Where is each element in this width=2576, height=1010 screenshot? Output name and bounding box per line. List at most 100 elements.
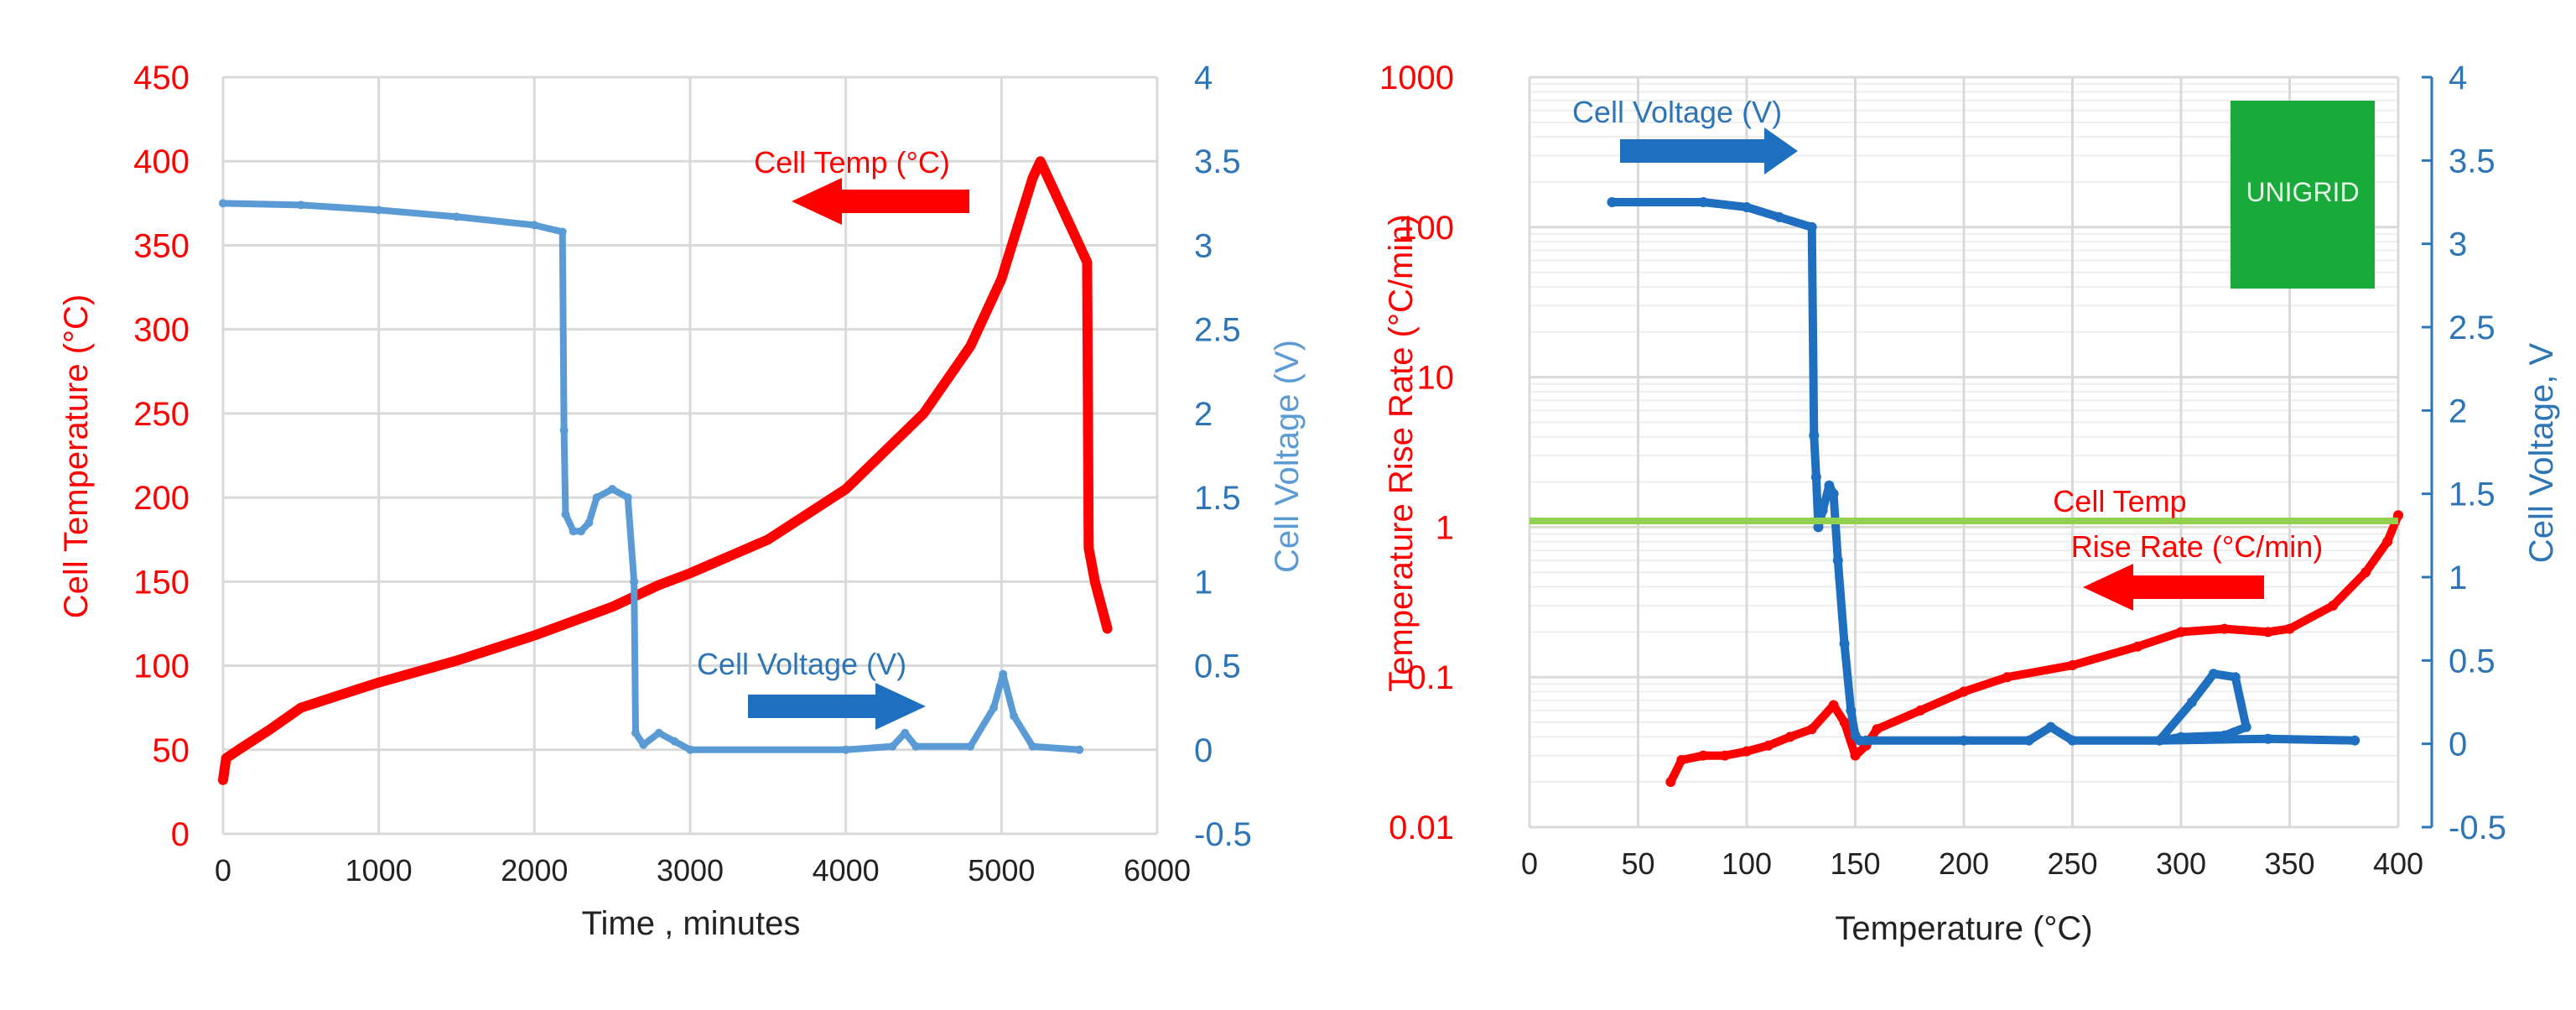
y2-tick-label: 2.5 — [1194, 312, 1241, 349]
data-point-voltage — [561, 510, 570, 519]
temp-annotation-line2: Rise Rate (°C/min) — [2071, 529, 2323, 564]
temp-annotation-line1: Cell Temp — [2053, 484, 2186, 518]
data-point-voltage — [2176, 731, 2186, 742]
data-point-voltage — [584, 518, 594, 528]
data-point-voltage — [592, 493, 601, 502]
data-point-temp — [1806, 724, 1817, 735]
x-tick-label: 6000 — [1124, 853, 1191, 888]
data-point-voltage — [1839, 638, 1850, 649]
y-tick-label: 400 — [133, 143, 190, 180]
data-point-voltage — [686, 745, 694, 754]
data-point-voltage — [1809, 430, 1820, 441]
data-point-voltage — [1810, 471, 1821, 482]
voltage-annotation: Cell Voltage (V) — [697, 647, 906, 681]
y-tick-label: 1 — [1436, 509, 1454, 546]
x-tick-label: 250 — [2047, 846, 2097, 881]
x-tick-label: 3000 — [657, 853, 724, 888]
y2-tick-label: 2 — [2449, 393, 2467, 430]
data-point-voltage — [888, 742, 897, 751]
y2-tick-label: 0.5 — [1194, 648, 1241, 685]
data-point-temp — [1784, 731, 1795, 742]
data-point-temp — [1828, 700, 1839, 711]
data-point-temp — [219, 775, 227, 784]
data-point-voltage — [2186, 697, 2197, 707]
data-point-voltage — [1959, 735, 1969, 746]
data-point-voltage — [1607, 197, 1618, 207]
data-point-temp — [2262, 627, 2273, 638]
data-point-temp — [1665, 777, 1676, 788]
data-point-temp — [1676, 755, 1687, 766]
y2-tick-label: -0.5 — [1194, 816, 1252, 853]
data-point-temp — [654, 580, 663, 590]
data-point-voltage — [1861, 735, 1872, 746]
data-point-temp — [1036, 157, 1045, 166]
data-point-temp — [1083, 258, 1092, 267]
temp-annotation: Cell Temp (°C) — [754, 145, 950, 180]
unigrid-logo — [2231, 101, 2375, 289]
y-axis-title: Cell Temperature (°C) — [58, 294, 95, 618]
data-point-voltage — [1028, 742, 1037, 751]
y2-tick-label: 2 — [1194, 396, 1213, 433]
x-axis-title: Temperature (°C) — [1835, 910, 2092, 947]
data-point-voltage — [2154, 735, 2165, 746]
data-point-voltage — [569, 527, 578, 536]
y-tick-label: 0 — [171, 816, 190, 853]
chart-time-series: 0 1000 2000 3000 4000 5000 6000050100150200250… — [58, 60, 1306, 942]
data-point-voltage — [901, 728, 910, 737]
x-axis-title: Time , minutes — [582, 905, 801, 942]
data-point-temp — [296, 703, 305, 712]
y-tick-label: 100 — [1398, 210, 1454, 247]
data-point-temp — [841, 485, 850, 494]
data-point-voltage — [2230, 672, 2241, 683]
data-point-voltage — [530, 221, 539, 230]
data-point-temp — [1915, 705, 1926, 716]
data-point-voltage — [639, 740, 648, 749]
series-line-temp — [218, 156, 1113, 785]
data-point-voltage — [1075, 745, 1084, 754]
data-point-voltage — [2045, 721, 2056, 732]
data-point-temp — [2176, 627, 2186, 638]
x-tick-label: 0 — [1521, 846, 1538, 881]
data-point-temp — [686, 569, 694, 578]
y2-tick-label: 3.5 — [2449, 143, 2496, 180]
data-point-voltage — [1742, 201, 1752, 212]
x-tick-label: 350 — [2264, 846, 2314, 881]
y2-tick-label: 3.5 — [1194, 143, 1241, 180]
data-point-voltage — [1824, 480, 1835, 491]
y-tick-label: 150 — [133, 564, 190, 601]
y2-tick-label: 1.5 — [2449, 476, 2496, 513]
x-tick-label: 1000 — [345, 853, 413, 888]
data-point-voltage — [558, 227, 567, 237]
data-point-voltage — [2067, 735, 2078, 746]
y2-tick-label: -0.5 — [2449, 810, 2506, 846]
data-point-voltage — [1828, 488, 1839, 499]
series-line-voltage — [220, 200, 1083, 753]
data-point-temp — [997, 274, 1006, 284]
data-point-voltage — [989, 703, 999, 712]
data-point-voltage — [966, 742, 975, 751]
data-point-temp — [1084, 544, 1093, 553]
data-point-voltage — [2219, 730, 2230, 741]
x-tick-label: 200 — [1939, 846, 1989, 881]
data-point-temp — [265, 725, 274, 734]
data-point-temp — [1850, 750, 1861, 761]
data-point-voltage — [1832, 555, 1843, 566]
y2-tick-label: 4 — [2449, 60, 2467, 96]
data-point-voltage — [1813, 522, 1824, 533]
data-point-voltage — [623, 493, 632, 502]
data-point-voltage — [654, 728, 663, 737]
x-tick-label: 5000 — [968, 853, 1035, 888]
temp-arrow-left — [792, 178, 969, 225]
data-point-temp — [530, 631, 539, 640]
data-point-voltage — [1698, 197, 1709, 207]
voltage-arrow-right — [1620, 128, 1798, 174]
data-point-temp — [966, 341, 975, 351]
y2-tick-label: 0.5 — [2449, 643, 2496, 679]
y2-axis-title: Cell Voltage (V) — [1269, 340, 1306, 573]
data-point-voltage — [670, 737, 679, 746]
data-point-temp — [2002, 672, 2012, 683]
data-point-voltage — [1774, 211, 1784, 222]
data-point-temp — [452, 656, 461, 665]
x-tick-label: 400 — [2373, 846, 2423, 881]
